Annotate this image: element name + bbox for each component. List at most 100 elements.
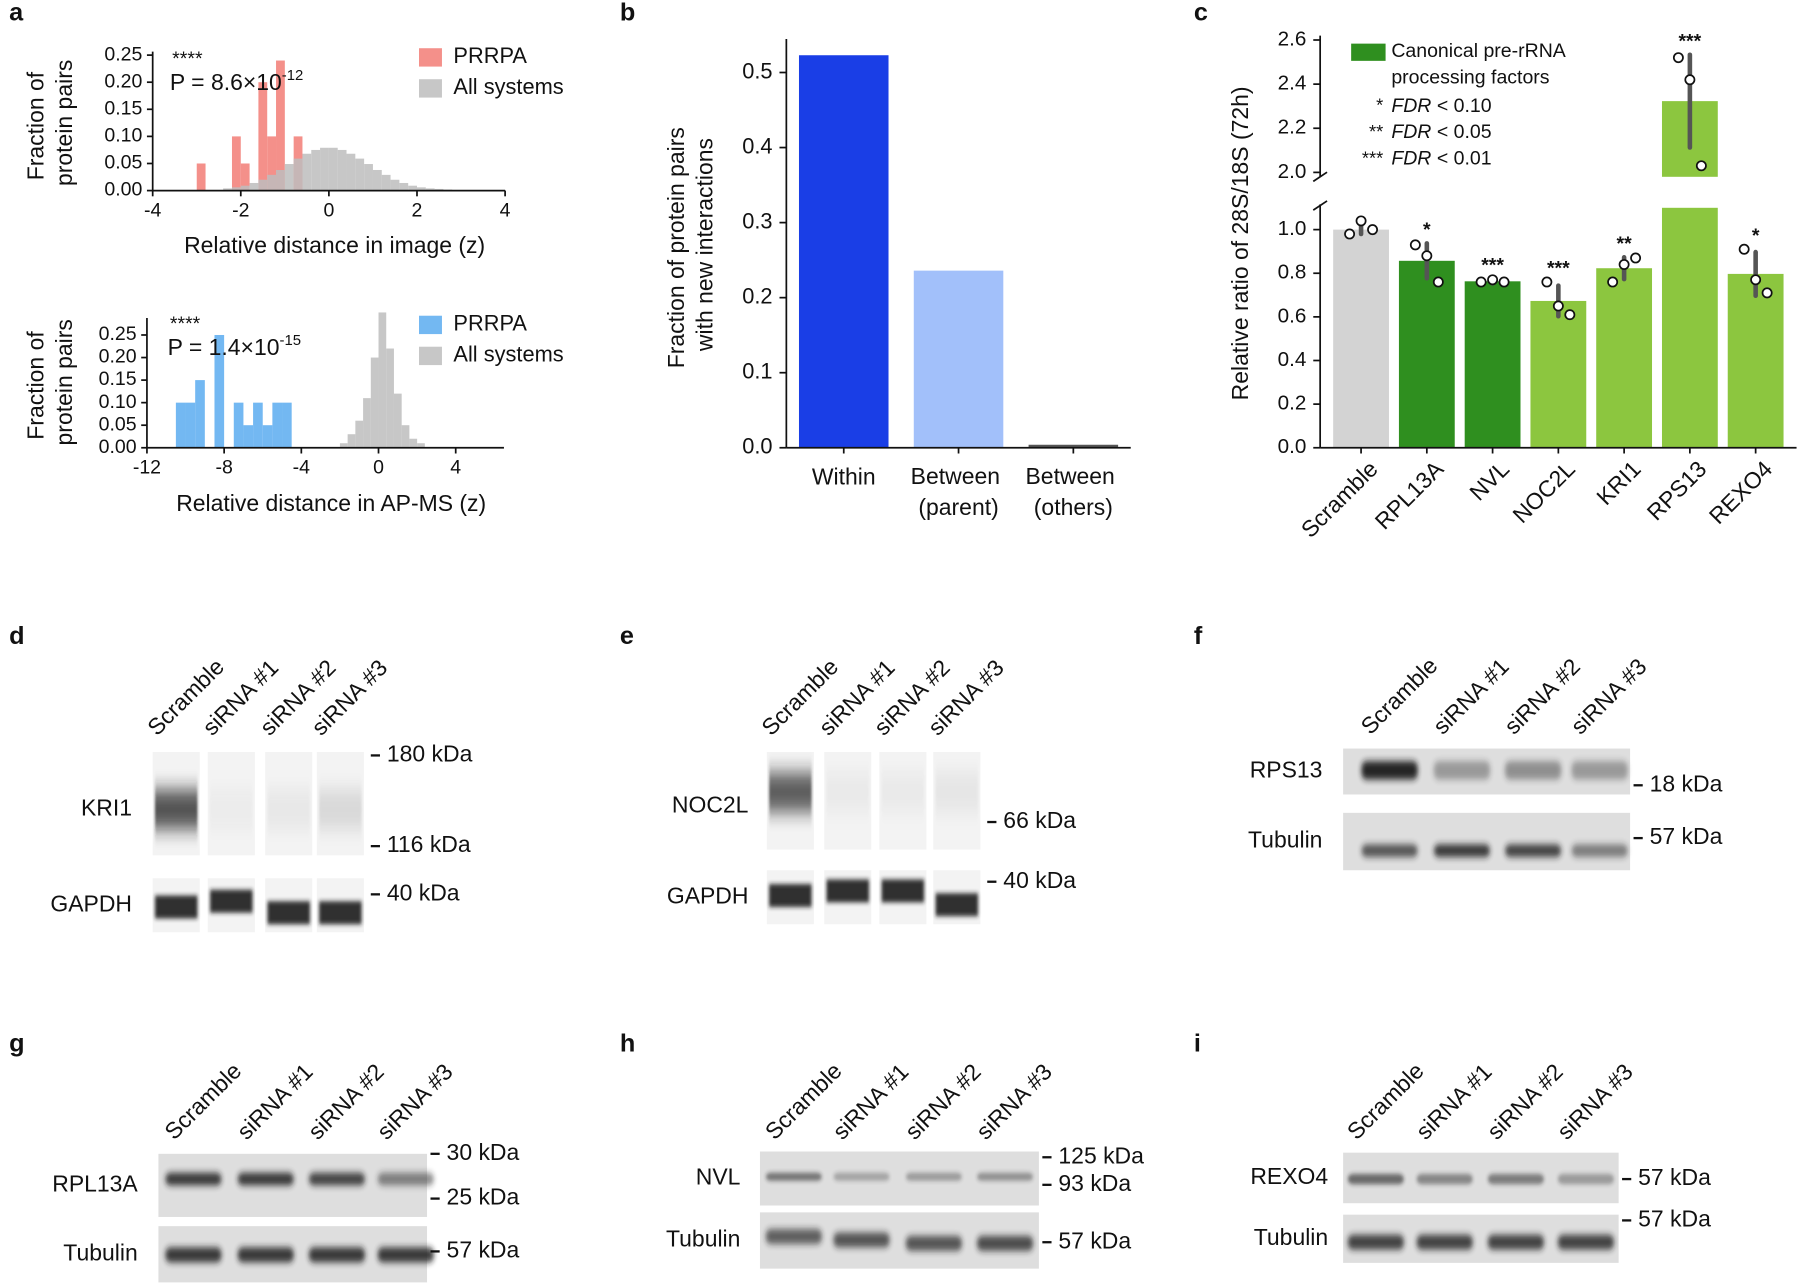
y-tick-label: 0.6 xyxy=(1278,304,1307,327)
y-tick-label: 0.20 xyxy=(99,346,137,368)
histogram-bar xyxy=(409,438,418,448)
replicate-point xyxy=(1761,287,1773,299)
band xyxy=(210,790,252,829)
histogram-bar xyxy=(320,147,329,191)
bar xyxy=(1727,273,1784,448)
legend-swatch xyxy=(419,48,442,67)
text-line: protein pairs xyxy=(51,60,77,186)
p-value-base: P = 1.4×10 xyxy=(168,334,280,360)
replicate-point xyxy=(1564,309,1576,321)
y-tick-label: 0.4 xyxy=(1278,348,1307,371)
fdr-threshold: < 0.05 xyxy=(1437,121,1492,143)
x-tick-label: -4 xyxy=(144,199,161,221)
protein-label: NVL xyxy=(696,1164,741,1190)
band xyxy=(1571,844,1628,858)
histogram-bar xyxy=(378,312,387,448)
band xyxy=(1361,844,1418,858)
x-tick-label: NVL xyxy=(1464,456,1514,506)
significance: *** xyxy=(1481,255,1504,277)
band xyxy=(210,889,253,913)
replicate-point xyxy=(1355,215,1367,227)
panel-label: d xyxy=(9,622,24,650)
histogram-bar xyxy=(355,158,365,191)
histogram-bar xyxy=(417,443,425,448)
band xyxy=(1504,761,1562,780)
band xyxy=(1487,1173,1545,1185)
band xyxy=(1504,844,1562,858)
replicate-point xyxy=(1475,276,1487,288)
bar xyxy=(913,270,1004,448)
band xyxy=(1487,1234,1545,1250)
band xyxy=(905,1172,962,1181)
band xyxy=(765,1229,822,1244)
p-value-exponent: -15 xyxy=(280,332,302,349)
histogram-bar xyxy=(401,425,410,448)
fdr-stars: * xyxy=(1376,95,1383,116)
protein-label: GAPDH xyxy=(667,882,749,908)
histogram-bar xyxy=(258,179,268,191)
y-tick-label: 0.8 xyxy=(1278,261,1307,284)
marker-label: 116 kDa xyxy=(387,831,471,857)
legend-label: PRRPA xyxy=(453,43,527,68)
y-tick-label: 0.10 xyxy=(104,125,142,147)
y-tick-label: 0.25 xyxy=(104,43,142,65)
replicate-point xyxy=(1421,250,1433,262)
significance: **** xyxy=(170,313,201,335)
y-tick-label: 0.2 xyxy=(742,283,772,308)
protein-label: KRI1 xyxy=(81,794,132,820)
band xyxy=(826,879,870,903)
bar xyxy=(1028,444,1119,448)
replicate-point xyxy=(1367,224,1379,236)
band xyxy=(165,1172,222,1186)
band xyxy=(935,772,979,812)
x-tick-label: RPL13A xyxy=(1370,455,1449,534)
axis-break xyxy=(1312,200,1328,211)
y-tick-label: 0.3 xyxy=(742,208,772,233)
lane-label: siRNA #2 xyxy=(1482,1058,1568,1144)
marker-label: 57 kDa xyxy=(1638,1205,1711,1231)
x-tick-label: 2 xyxy=(412,199,423,221)
replicate-point xyxy=(1487,274,1499,286)
significance: ** xyxy=(1617,233,1633,255)
bar xyxy=(1398,260,1455,448)
histogram-bar xyxy=(240,185,250,191)
lane-label: Scramble xyxy=(159,1057,246,1144)
replicate-point xyxy=(1630,252,1642,264)
x-axis-label: Relative distance in image (z) xyxy=(184,232,485,258)
histogram-bar xyxy=(355,420,364,448)
histogram-bar xyxy=(339,443,348,448)
replicate-point xyxy=(1432,276,1444,288)
histogram-bar xyxy=(425,188,435,191)
fdr-threshold: < 0.10 xyxy=(1437,95,1492,117)
histogram-bar xyxy=(346,153,356,191)
fdr-term: FDR xyxy=(1391,148,1431,170)
band xyxy=(319,901,362,925)
y-tick-label: 0.10 xyxy=(99,391,137,413)
histogram-bar xyxy=(364,164,373,191)
marker-label: 66 kDa xyxy=(1003,807,1076,833)
histogram-bar xyxy=(262,425,273,448)
text-line: Canonical pre-rRNA xyxy=(1391,40,1570,62)
marker-label: 57 kDa xyxy=(1638,1164,1711,1190)
panel-label: f xyxy=(1194,622,1203,650)
x-tick-label: 0 xyxy=(373,457,384,479)
significance: *** xyxy=(1678,30,1701,52)
histogram-bar xyxy=(195,380,205,448)
band xyxy=(267,789,310,829)
band xyxy=(1557,1173,1615,1185)
significance: *** xyxy=(1547,257,1570,279)
histogram-bar xyxy=(276,60,285,191)
band xyxy=(1571,761,1628,780)
text-line: Fraction of xyxy=(22,65,48,180)
band xyxy=(765,1172,822,1181)
bar xyxy=(1530,300,1587,448)
y-tick-label: 2.6 xyxy=(1278,27,1307,50)
replicate-point xyxy=(1409,239,1421,251)
y-tick-label: 0.0 xyxy=(1278,435,1307,458)
lane-label: siRNA #3 xyxy=(971,1058,1057,1144)
marker-label: 30 kDa xyxy=(447,1139,520,1165)
legend-swatch xyxy=(419,315,442,335)
x-tick-label: RPS13 xyxy=(1642,456,1712,526)
band xyxy=(308,1247,366,1263)
